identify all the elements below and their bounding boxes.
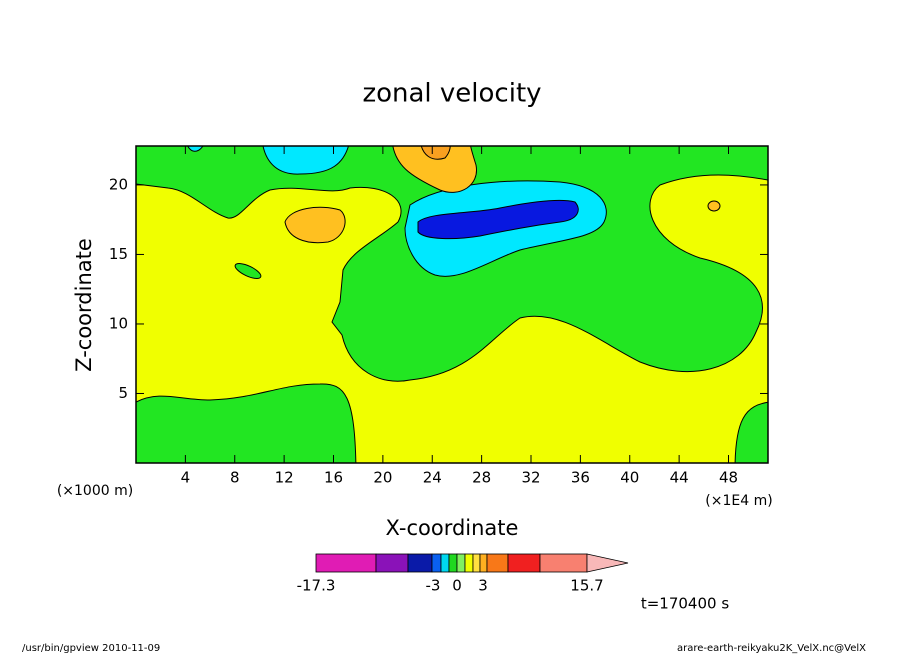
- colorbar-segment: [407, 553, 433, 573]
- region-orange: [284, 206, 346, 244]
- x-tick-label: 40: [620, 469, 639, 487]
- region-orange: [707, 200, 721, 212]
- x-tick-label: 20: [373, 469, 392, 487]
- x-tick-label: 4: [181, 469, 191, 487]
- colorbar-segment: [456, 553, 466, 573]
- footer-right: arare-earth-reikyaku2K_VelX.nc@VelX: [677, 643, 866, 654]
- colorbar-tick-label: -17.3: [297, 577, 336, 595]
- colorbar-segment: [507, 553, 541, 573]
- y-axis-label: Z-coordinate: [72, 238, 96, 372]
- colorbar-segment: [448, 553, 458, 573]
- plot-frame: [135, 145, 769, 464]
- y-unit: (×1000 m): [57, 483, 133, 499]
- colorbar-tick-label: 15.7: [570, 577, 603, 595]
- colorbar-segment: [479, 553, 488, 573]
- x-tick-label: 12: [275, 469, 294, 487]
- colorbar-extension: [586, 553, 629, 573]
- x-tick-label: 36: [571, 469, 590, 487]
- x-tick-label: 16: [324, 469, 343, 487]
- region-green: [734, 401, 768, 463]
- x-tick-label: 32: [521, 469, 540, 487]
- colorbar-segment: [375, 553, 409, 573]
- region-blue: [417, 199, 579, 240]
- colorbar-segment: [539, 553, 588, 573]
- chart-title: zonal velocity: [362, 79, 541, 109]
- y-tick-label: 20: [109, 175, 128, 193]
- x-tick-label: 24: [423, 469, 442, 487]
- x-axis-label: X-coordinate: [386, 516, 519, 540]
- footer-left: /usr/bin/gpview 2010-11-09: [22, 643, 160, 654]
- region-orange: [392, 146, 477, 193]
- y-tick-label: 5: [118, 384, 128, 402]
- x-tick-label: 48: [719, 469, 738, 487]
- x-unit: (×1E4 m): [705, 493, 772, 509]
- y-tick-label: 10: [109, 314, 128, 332]
- x-tick-label: 44: [670, 469, 689, 487]
- colorbar: -17.3 -3 0 3 15.7: [297, 553, 629, 595]
- colorbar-segment: [472, 553, 481, 573]
- colorbar-segment: [431, 553, 442, 573]
- colorbar-tick-label: -3: [426, 577, 441, 595]
- colorbar-segment: [486, 553, 509, 573]
- time-label: t=170400 s: [641, 595, 729, 613]
- y-tick-label: 15: [109, 245, 128, 263]
- region-green: [136, 383, 357, 463]
- colorbar-tick-label: 0: [452, 577, 462, 595]
- colorbar-tick-label: 3: [478, 577, 488, 595]
- x-tick-label: 8: [230, 469, 240, 487]
- colorbar-segment: [440, 553, 450, 573]
- colorbar-segment: [464, 553, 474, 573]
- colorbar-segment: [315, 553, 377, 573]
- contour-field: [136, 146, 768, 463]
- x-tick-label: 28: [472, 469, 491, 487]
- region-green: [234, 263, 262, 279]
- region-cyan: [187, 146, 204, 152]
- region-dark-orange: [420, 146, 451, 160]
